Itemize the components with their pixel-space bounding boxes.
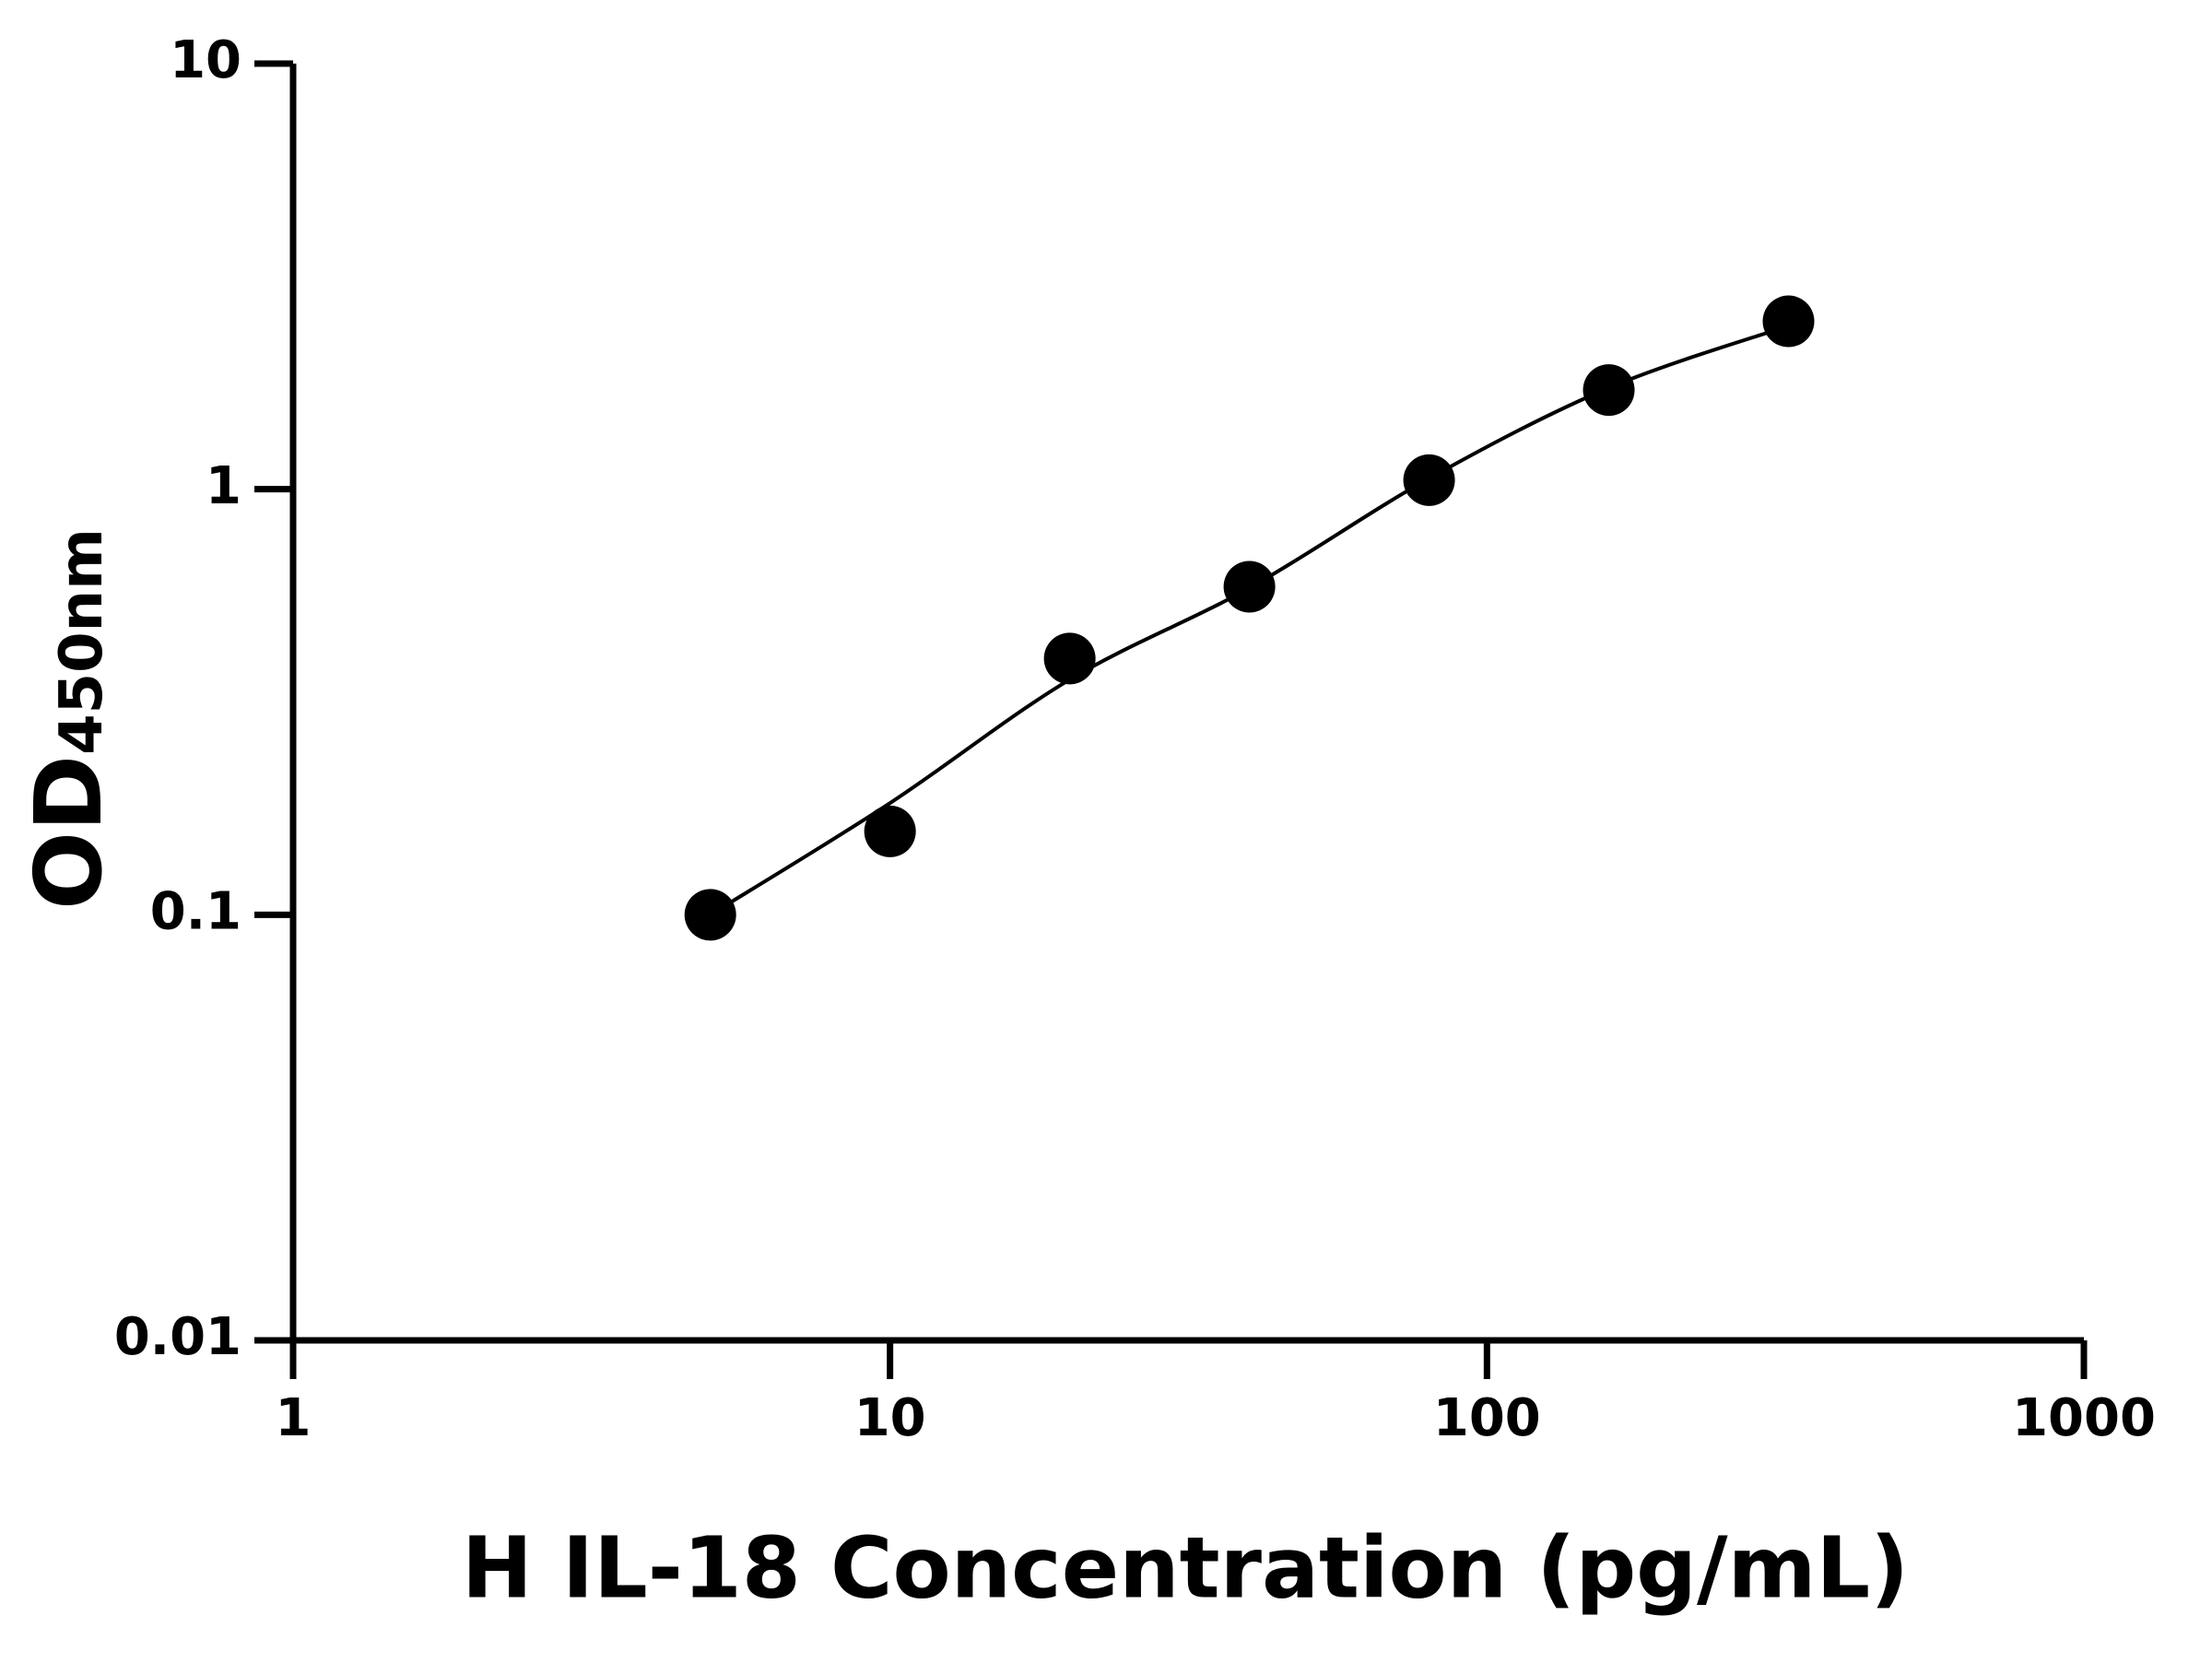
data-point	[1583, 364, 1635, 417]
y-axis-label-main: OD	[15, 755, 123, 910]
data-point	[864, 805, 916, 857]
data-point	[1403, 454, 1455, 506]
x-tick-label: 10	[854, 1388, 926, 1448]
y-tick-label: 1	[206, 456, 241, 516]
x-tick-label: 100	[1433, 1388, 1541, 1448]
y-axis-label: OD450nm	[15, 528, 123, 910]
data-point	[1223, 560, 1276, 613]
data-point	[1762, 295, 1815, 348]
x-axis-label: H IL-18 Concentration (pg/mL)	[462, 1518, 1909, 1617]
y-axis-label-group: OD450nm	[15, 528, 123, 910]
data-point	[684, 889, 736, 941]
y-tick-label: 0.01	[114, 1307, 241, 1367]
data-point	[1043, 632, 1096, 685]
x-tick-label: 1000	[2012, 1388, 2156, 1448]
y-tick-label: 10	[170, 30, 241, 90]
x-tick-label: 1	[276, 1388, 312, 1448]
y-axis-label-subscript: 450nm	[48, 528, 116, 755]
y-tick-label: 0.1	[150, 881, 241, 941]
